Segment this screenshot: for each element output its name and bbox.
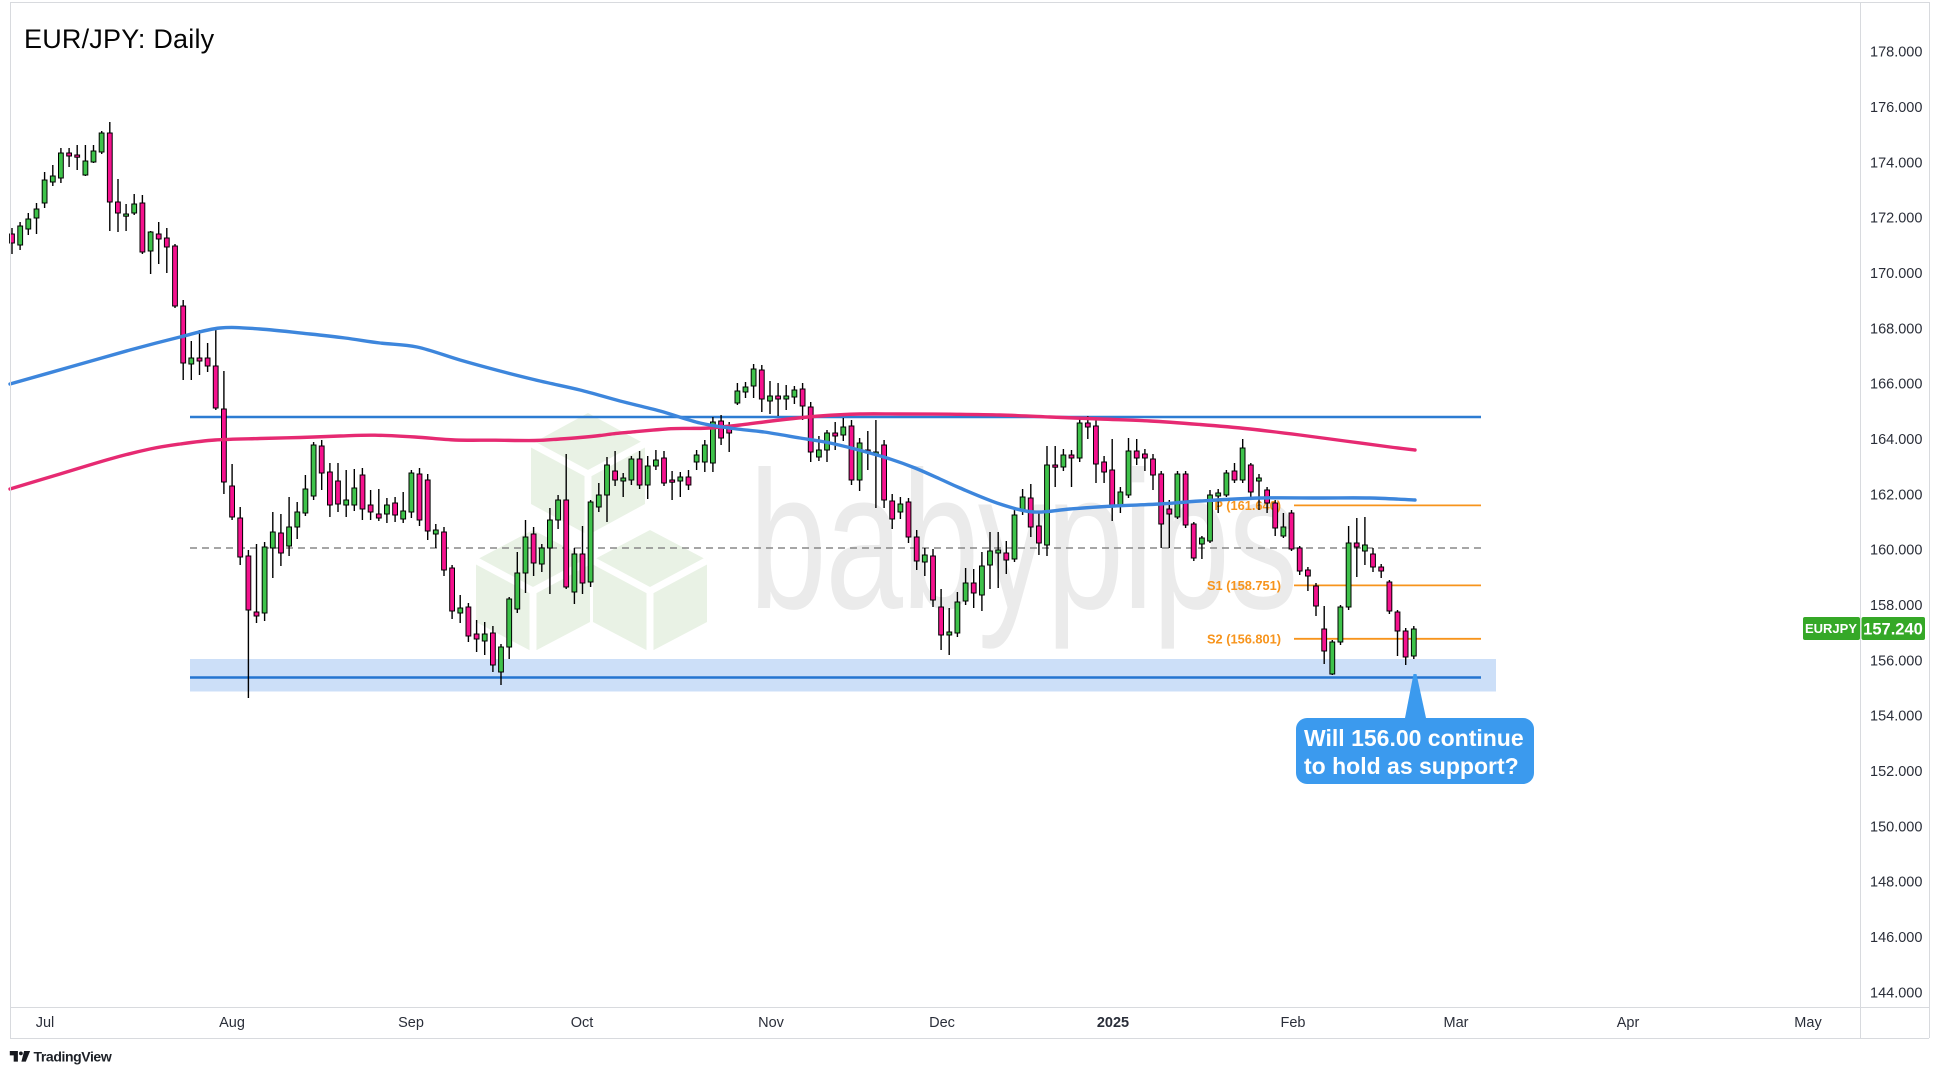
svg-text:174.000: 174.000 xyxy=(1870,155,1922,171)
svg-text:Dec: Dec xyxy=(929,1015,955,1031)
svg-text:160.000: 160.000 xyxy=(1870,543,1922,559)
svg-text:Mar: Mar xyxy=(1444,1015,1469,1031)
svg-text:152.000: 152.000 xyxy=(1870,764,1922,780)
svg-text:May: May xyxy=(1794,1015,1822,1031)
svg-text:158.000: 158.000 xyxy=(1870,598,1922,614)
svg-text:Sep: Sep xyxy=(398,1015,424,1031)
svg-text:164.000: 164.000 xyxy=(1870,432,1922,448)
svg-text:168.000: 168.000 xyxy=(1870,321,1922,337)
svg-text:S2 (156.801): S2 (156.801) xyxy=(1207,632,1281,647)
svg-text:150.000: 150.000 xyxy=(1870,819,1922,835)
svg-text:148.000: 148.000 xyxy=(1870,875,1922,891)
svg-text:Nov: Nov xyxy=(758,1015,785,1031)
svg-text:172.000: 172.000 xyxy=(1870,211,1922,227)
svg-text:Apr: Apr xyxy=(1617,1015,1640,1031)
svg-text:146.000: 146.000 xyxy=(1870,930,1922,946)
svg-text:TradingView: TradingView xyxy=(34,1049,112,1065)
svg-text:EUR/JPY: Daily: EUR/JPY: Daily xyxy=(24,24,215,54)
svg-text:Jul: Jul xyxy=(36,1015,55,1031)
svg-text:166.000: 166.000 xyxy=(1870,377,1922,393)
svg-text:Oct: Oct xyxy=(571,1015,594,1031)
svg-text:S1 (158.751): S1 (158.751) xyxy=(1207,578,1281,593)
svg-text:Will 156.00 continue: Will 156.00 continue xyxy=(1304,725,1524,751)
svg-text:156.000: 156.000 xyxy=(1870,653,1922,669)
svg-text:178.000: 178.000 xyxy=(1870,45,1922,61)
svg-text:170.000: 170.000 xyxy=(1870,266,1922,282)
svg-text:157.240: 157.240 xyxy=(1863,621,1923,639)
svg-text:babypips: babypips xyxy=(749,432,1297,651)
svg-text:144.000: 144.000 xyxy=(1870,985,1922,1001)
svg-text:EURJPY: EURJPY xyxy=(1805,621,1857,636)
svg-text:Aug: Aug xyxy=(219,1015,245,1031)
svg-text:154.000: 154.000 xyxy=(1870,709,1922,725)
svg-text:176.000: 176.000 xyxy=(1870,100,1922,116)
svg-text:to hold as support?: to hold as support? xyxy=(1304,753,1519,779)
svg-text:Feb: Feb xyxy=(1281,1015,1306,1031)
svg-text:162.000: 162.000 xyxy=(1870,487,1922,503)
svg-text:2025: 2025 xyxy=(1097,1015,1129,1031)
